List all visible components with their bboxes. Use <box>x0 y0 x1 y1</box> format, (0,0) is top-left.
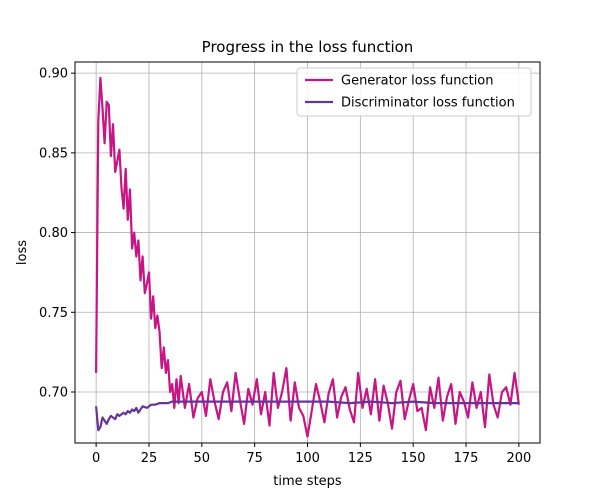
y-tick-label: 0.85 <box>39 146 68 161</box>
series-line-generator <box>95 76 520 438</box>
legend: Generator loss function Discriminator los… <box>296 67 532 117</box>
x-tick-label: 50 <box>194 451 211 466</box>
x-tick-label: 25 <box>141 451 158 466</box>
y-axis-label: loss <box>15 240 30 265</box>
grid <box>75 62 540 443</box>
legend-box <box>296 67 532 117</box>
x-axis-label: time steps <box>273 474 342 489</box>
ticks: 0 25 50 75 100 125 150 175 200 0.70 0.75 0.80 0.85 0.… <box>39 67 531 466</box>
legend-label: Discriminator loss function <box>341 96 515 111</box>
x-tick-label: 125 <box>348 451 373 466</box>
x-tick-label: 0 <box>92 451 100 466</box>
x-tick-label: 100 <box>295 451 320 466</box>
x-tick-label: 175 <box>454 451 479 466</box>
x-tick-label: 200 <box>506 451 531 466</box>
x-tick-label: 150 <box>401 451 426 466</box>
series-line-discriminator <box>95 400 519 432</box>
y-tick-label: 0.70 <box>39 385 68 400</box>
x-tick-label: 75 <box>246 451 263 466</box>
y-tick-label: 0.75 <box>39 306 68 321</box>
legend-label: Generator loss function <box>341 74 494 89</box>
chart-title: Progress in the loss function <box>202 38 414 56</box>
y-tick-label: 0.80 <box>39 226 68 241</box>
series-layer <box>95 76 520 438</box>
y-tick-label: 0.90 <box>39 67 68 82</box>
